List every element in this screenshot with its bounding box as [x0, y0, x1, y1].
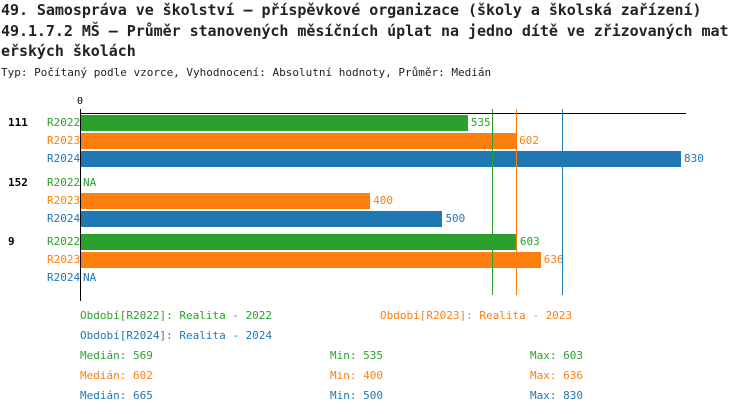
category-label: 111 [8, 116, 28, 129]
data-label: 636 [543, 253, 564, 266]
category-label: 152 [8, 176, 28, 189]
bar [81, 193, 371, 209]
median-line [561, 109, 563, 295]
legend-item-r2022: Období[R2022]: Realita - 2022 [80, 309, 273, 322]
title-line-3: eřských školách [1, 42, 136, 60]
title-line-1: 49. Samospráva ve školství – příspěvkové… [1, 1, 702, 19]
stat-max: Max: 636 [530, 369, 583, 382]
series-label: R2022 [47, 116, 81, 129]
bar [81, 133, 517, 149]
stat-min: Min: 535 [330, 349, 383, 362]
median-line [516, 109, 518, 295]
data-label: 500 [445, 212, 466, 225]
series-label: R2023 [47, 194, 81, 207]
bar [81, 115, 468, 131]
data-label: 830 [684, 152, 704, 165]
series-label: R2024 [47, 212, 81, 225]
na-label: NA [83, 271, 97, 284]
na-label: NA [83, 176, 97, 189]
subtitle: Typ: Počítaný podle vzorce, Vyhodnocení:… [1, 66, 492, 79]
stat-median: Medián: 602 [80, 369, 153, 382]
series-label: R2023 [47, 253, 81, 266]
data-label: 400 [373, 194, 394, 207]
data-label: 603 [519, 235, 540, 248]
series-label: R2022 [47, 235, 81, 248]
title-line-2: 49.1.7.2 MŠ – Průměr stanovených měsíční… [1, 22, 729, 40]
median-line [492, 109, 494, 295]
stat-max: Max: 830 [530, 389, 583, 402]
legend-item-r2024: Období[R2024]: Realita - 2024 [80, 329, 273, 342]
bar [81, 252, 541, 268]
series-label: R2023 [47, 134, 81, 147]
bar [81, 151, 681, 167]
y-axis-line [80, 109, 81, 301]
stat-median: Medián: 665 [80, 389, 153, 402]
stat-median: Medián: 569 [80, 349, 153, 362]
series-label: R2024 [47, 271, 81, 284]
series-label: R2022 [47, 176, 81, 189]
data-label: 535 [470, 116, 491, 129]
bar [81, 211, 443, 227]
stat-min: Min: 500 [330, 389, 383, 402]
data-label: 602 [519, 134, 540, 147]
legend-item-r2023: Období[R2023]: Realita - 2023 [380, 309, 573, 322]
category-label: 9 [8, 235, 15, 248]
stat-min: Min: 400 [330, 369, 383, 382]
bar [81, 234, 517, 250]
stat-max: Max: 603 [530, 349, 583, 362]
series-label: R2024 [47, 152, 81, 165]
x-axis-line [80, 113, 686, 114]
axis-tick-0: 0 [77, 96, 84, 107]
